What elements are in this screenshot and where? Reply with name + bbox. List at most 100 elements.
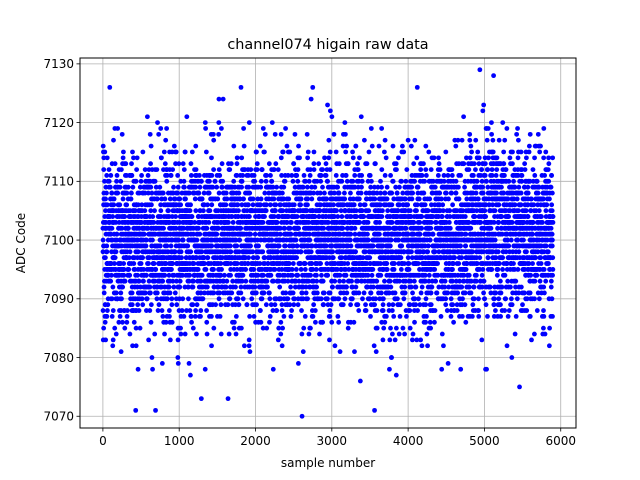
data-point	[260, 126, 266, 131]
data-point	[419, 343, 425, 349]
data-point	[345, 261, 351, 266]
data-point	[469, 149, 475, 155]
data-point	[162, 196, 168, 202]
data-point	[329, 114, 335, 120]
data-point	[417, 220, 423, 225]
data-point	[106, 167, 112, 172]
data-point	[373, 296, 378, 302]
data-point	[393, 161, 399, 167]
data-point	[238, 225, 244, 231]
data-point	[175, 184, 181, 190]
data-point	[330, 249, 336, 255]
data-point	[302, 261, 308, 266]
data-point	[112, 325, 118, 331]
data-point	[399, 178, 404, 184]
data-point	[336, 319, 342, 325]
data-point	[115, 126, 121, 131]
data-point	[291, 302, 297, 308]
data-point	[462, 184, 467, 190]
data-point	[344, 290, 350, 296]
data-point	[358, 114, 364, 120]
data-point	[295, 178, 301, 184]
data-point	[377, 231, 382, 237]
data-point	[194, 302, 200, 308]
data-point	[249, 296, 255, 302]
data-point	[204, 225, 210, 231]
data-point	[348, 302, 353, 308]
data-point	[193, 184, 199, 190]
data-point	[137, 184, 143, 190]
data-point	[391, 267, 397, 272]
data-point	[140, 302, 146, 308]
data-point	[300, 184, 306, 190]
data-point	[246, 120, 252, 125]
data-point	[205, 255, 211, 261]
data-point	[380, 337, 386, 343]
data-point	[175, 173, 181, 178]
data-point	[479, 337, 485, 343]
data-point	[184, 114, 190, 120]
data-point	[211, 167, 217, 172]
data-point	[236, 249, 242, 255]
data-point	[192, 220, 198, 225]
data-point	[467, 131, 473, 137]
data-point	[471, 296, 477, 302]
data-point	[163, 261, 169, 266]
data-point	[164, 126, 170, 131]
data-point	[215, 225, 221, 231]
data-point	[206, 190, 212, 196]
data-point	[196, 225, 201, 231]
data-point	[178, 331, 184, 337]
data-point	[307, 173, 313, 178]
data-point	[412, 319, 417, 325]
data-point	[173, 149, 179, 155]
data-point	[449, 190, 455, 196]
data-point	[391, 314, 397, 319]
data-point	[120, 155, 126, 161]
data-point	[397, 302, 403, 308]
data-point	[115, 190, 121, 196]
data-point	[384, 267, 390, 272]
data-point	[199, 178, 204, 184]
data-point	[388, 237, 394, 243]
data-point	[121, 272, 127, 278]
data-point	[340, 302, 346, 308]
data-point	[152, 178, 158, 184]
data-point	[424, 314, 429, 319]
data-point	[119, 225, 125, 231]
data-point	[345, 325, 351, 331]
data-point	[275, 337, 281, 343]
data-point	[276, 278, 282, 284]
data-point	[281, 184, 287, 190]
data-point	[368, 126, 374, 131]
data-point	[466, 272, 472, 278]
data-point	[217, 173, 223, 178]
data-point	[453, 178, 459, 184]
data-point	[271, 196, 277, 202]
data-point	[122, 325, 128, 331]
data-point	[112, 161, 118, 167]
data-point	[166, 272, 172, 278]
data-point	[190, 325, 196, 331]
data-point	[226, 331, 232, 337]
data-point	[295, 272, 301, 278]
data-point	[103, 196, 108, 202]
data-point	[467, 284, 472, 290]
data-point	[113, 220, 119, 225]
data-point	[146, 167, 152, 172]
data-point	[209, 155, 214, 161]
data-point	[131, 261, 137, 266]
data-point	[468, 290, 474, 296]
data-point	[390, 302, 396, 308]
data-point	[423, 143, 429, 149]
data-point	[414, 208, 419, 214]
data-point	[478, 220, 484, 225]
data-point	[401, 149, 407, 155]
data-point	[154, 296, 160, 302]
data-point	[409, 184, 415, 190]
data-point	[130, 149, 135, 155]
data-point	[204, 308, 209, 313]
data-point	[224, 196, 230, 202]
data-point	[172, 290, 178, 296]
data-point	[379, 214, 385, 219]
